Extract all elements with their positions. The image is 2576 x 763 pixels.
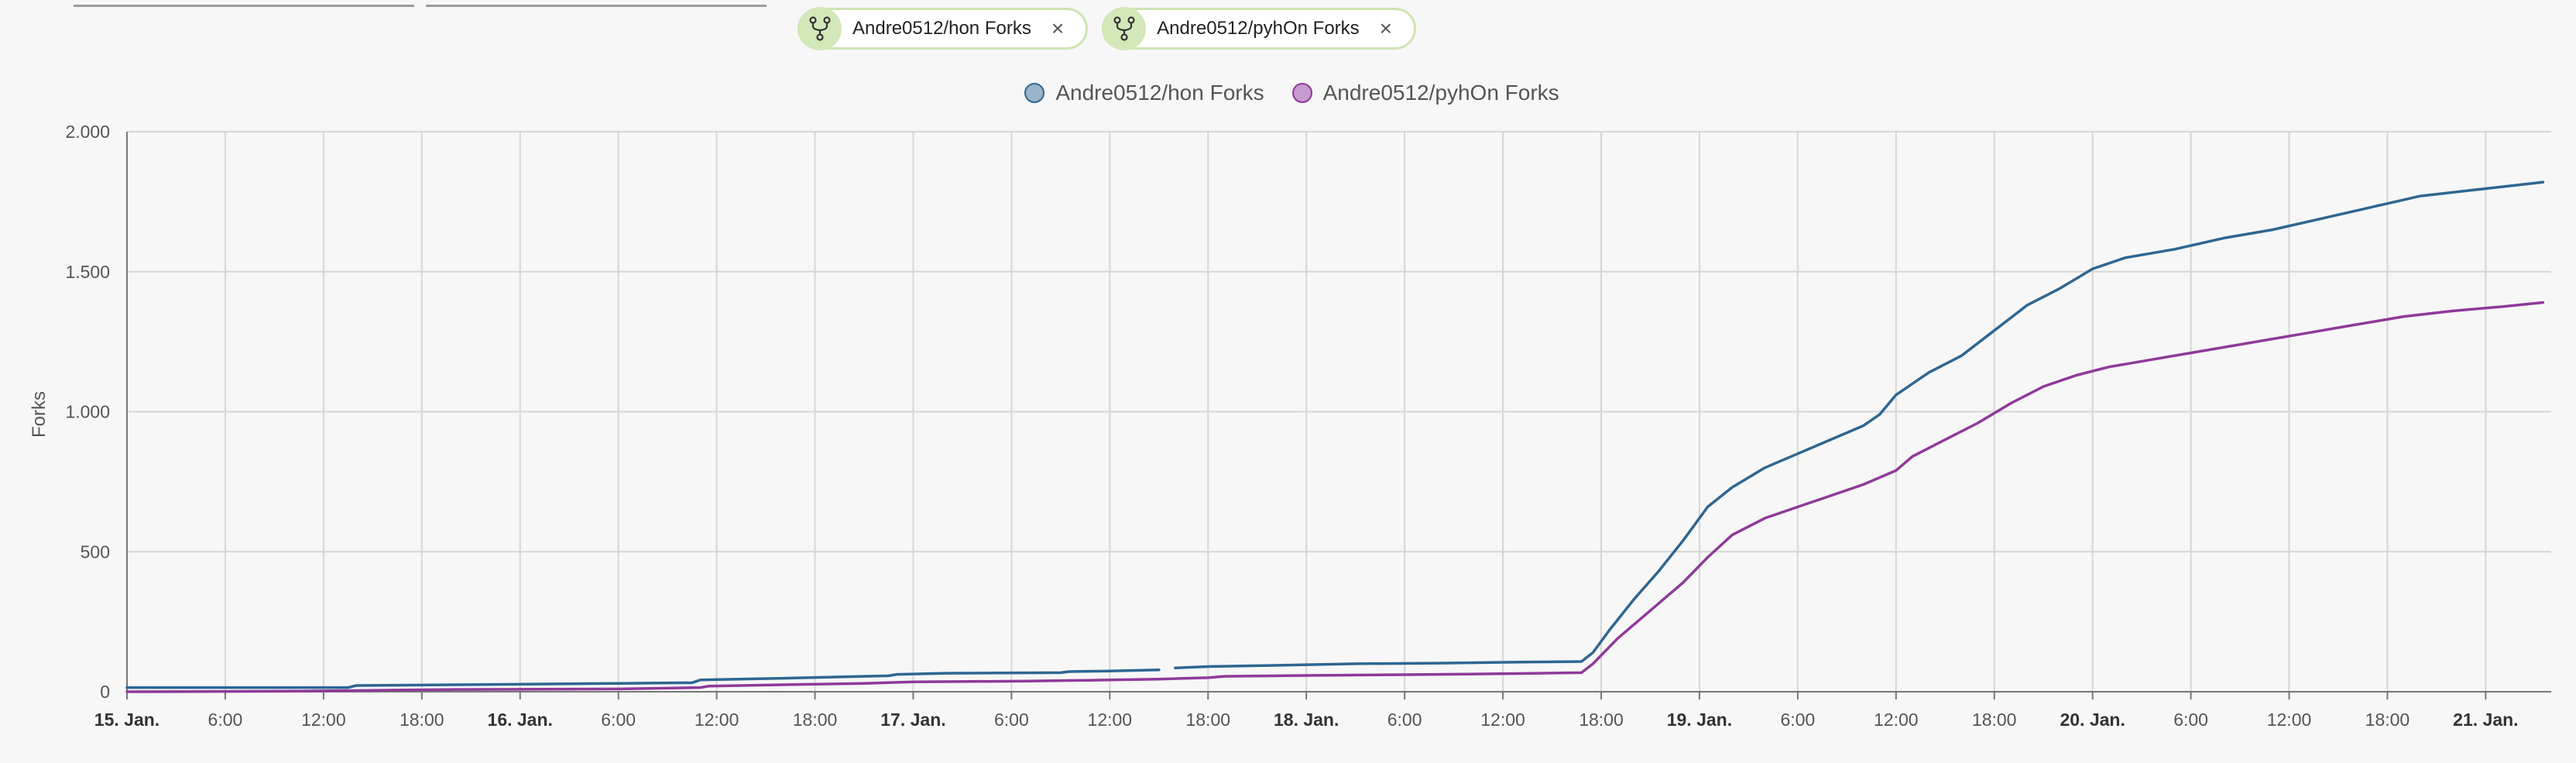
filter-input-underline-1[interactable]	[74, 5, 414, 7]
x-tick-label: 15. Jan.	[94, 710, 159, 730]
x-tick-label: 18:00	[1972, 710, 2017, 730]
legend-marker-hon	[1024, 83, 1045, 103]
filter-chip-label: Andre0512/pyhOn Forks	[1157, 18, 1360, 39]
x-tick-label: 12:00	[1874, 710, 1919, 730]
x-tick-label: 16. Jan.	[488, 710, 553, 730]
x-tick-label: 18:00	[793, 710, 838, 730]
series-line-hon[interactable]	[1174, 180, 2545, 670]
filter-input-underline-2[interactable]	[426, 5, 767, 7]
series-line-hon[interactable]	[125, 668, 1161, 689]
x-tick-label: 6:00	[994, 710, 1029, 730]
x-tick-label: 21. Jan.	[2453, 710, 2518, 730]
x-tick-label: 19. Jan.	[1667, 710, 1732, 730]
x-tick-label: 12:00	[695, 710, 739, 730]
x-tick-label: 18. Jan.	[1274, 710, 1339, 730]
y-tick-label: 1.000	[65, 402, 110, 422]
y-tick-label: 0	[100, 682, 110, 702]
legend-marker-pyhon	[1291, 83, 1312, 103]
filter-chip-pyhon[interactable]: Andre0512/pyhOn Forks ×	[1102, 7, 1417, 50]
x-tick-label: 12:00	[301, 710, 346, 730]
close-icon[interactable]: ×	[1379, 16, 1393, 40]
y-tick-label: 1.500	[65, 262, 110, 282]
x-tick-label: 6:00	[601, 710, 636, 730]
filter-chip-label: Andre0512/hon Forks	[852, 18, 1031, 39]
legend-label-pyhon: Andre0512/pyhOn Forks	[1322, 81, 1559, 105]
series-line-pyhon[interactable]	[125, 301, 2545, 693]
legend-item-hon[interactable]: Andre0512/hon Forks	[1024, 81, 1264, 105]
legend-item-pyhon[interactable]: Andre0512/pyhOn Forks	[1291, 81, 1559, 105]
y-axis-label: Forks	[29, 391, 50, 438]
x-tick-label: 6:00	[208, 710, 243, 730]
y-tick-label: 500	[81, 541, 110, 562]
x-tick-label: 17. Jan.	[880, 710, 945, 730]
x-tick-label: 6:00	[1780, 710, 1815, 730]
x-tick-label: 12:00	[1480, 710, 1525, 730]
filter-chip-hon[interactable]: Andre0512/hon Forks ×	[797, 7, 1089, 50]
x-tick-label: 12:00	[2267, 710, 2312, 730]
fork-icon	[1103, 7, 1147, 50]
x-tick-label: 18:00	[400, 710, 444, 730]
chart-grid	[126, 131, 2551, 693]
chart-axes: 0 500 1.000 1.500 2.000 15. Jan. 6:00 12:00 18:0…	[65, 122, 2551, 730]
x-tick-label: 18:00	[1579, 710, 1624, 730]
x-tick-label: 6:00	[2173, 710, 2208, 730]
x-tick-label: 6:00	[1387, 710, 1422, 730]
x-tick-label: 20. Jan.	[2060, 710, 2125, 730]
y-tick-label: 2.000	[65, 122, 110, 142]
close-icon[interactable]: ×	[1051, 16, 1065, 40]
x-tick-label: 12:00	[1088, 710, 1133, 730]
filter-chip-list: Andre0512/hon Forks × Andre0512/pyhOn Fo…	[797, 7, 1417, 50]
legend-label-hon: Andre0512/hon Forks	[1055, 81, 1264, 105]
x-tick-label: 18:00	[1185, 710, 1230, 730]
x-tick-label: 18:00	[2365, 710, 2410, 730]
chart-legend: Andre0512/hon Forks Andre0512/pyhOn Fork…	[0, 81, 2576, 105]
chart-series	[125, 180, 2545, 693]
fork-icon	[798, 7, 842, 50]
